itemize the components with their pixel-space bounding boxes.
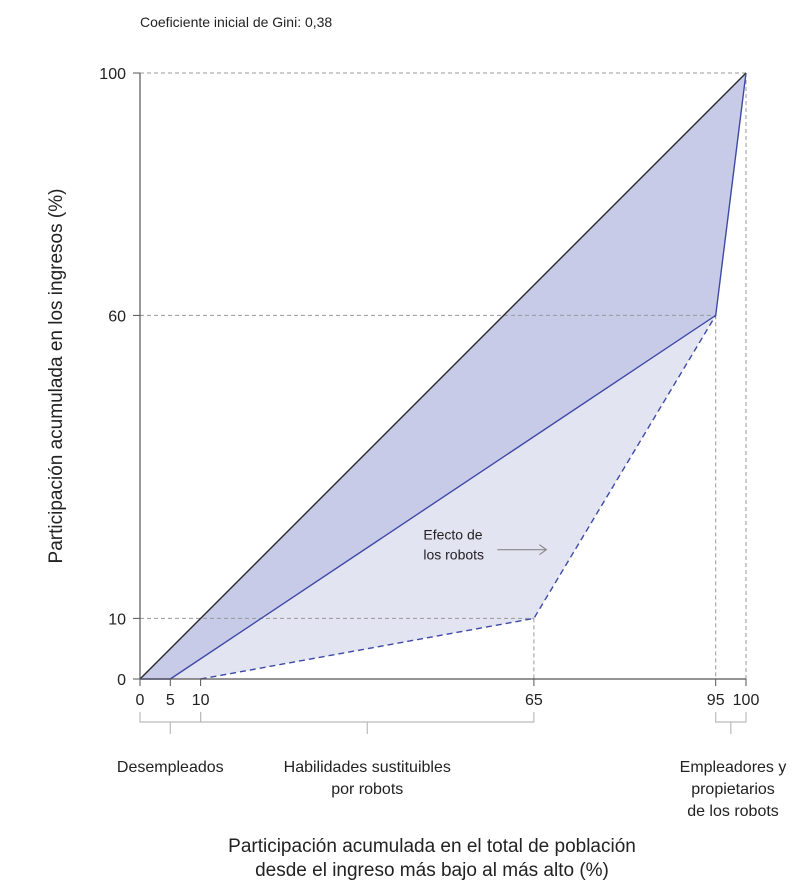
x-tick-label: 10 (192, 692, 210, 709)
annotation-text: Efecto de (423, 527, 482, 543)
group-label: Desempleados (117, 759, 224, 776)
x-tick-label: 100 (733, 692, 760, 709)
group-brace (139, 712, 202, 734)
y-axis-title: Participación acumulada en los ingresos … (46, 189, 67, 564)
group-label: por robots (331, 781, 403, 798)
text-layer: 0 5 10 65 95 100 0 10 60 100 Coeficiente inicial d… (46, 14, 786, 881)
y-tick-label: 60 (108, 308, 126, 325)
group-label: propietarios (691, 781, 775, 798)
x-tick-label: 65 (525, 692, 543, 709)
x-tick-label: 95 (707, 692, 725, 709)
x-axis-title-line: Participación acumulada en el total de p… (228, 836, 636, 857)
y-tick-label: 0 (117, 672, 126, 689)
group-label: Empleadores y (680, 759, 787, 776)
annotation-arrowhead (539, 544, 548, 556)
y-tick-label: 100 (99, 66, 126, 83)
annotation-text: los robots (423, 547, 484, 563)
x-tick-label: 5 (166, 692, 175, 709)
lorenz-curve-robots (200, 315, 717, 680)
equality-line (139, 72, 747, 680)
x-tick-label: 0 (136, 692, 145, 709)
grid-layer (140, 72, 747, 679)
y-tick-label: 10 (108, 611, 126, 628)
chart-subtitle: Coeficiente inicial de Gini: 0,38 (140, 14, 332, 30)
axes-layer (133, 72, 747, 734)
group-label: de los robots (687, 803, 779, 820)
group-label: Habilidades sustituibles (284, 759, 451, 776)
group-brace (200, 712, 535, 734)
group-brace (715, 712, 747, 734)
x-axis-title-line: desde el ingreso más bajo al más alto (%… (255, 860, 609, 881)
